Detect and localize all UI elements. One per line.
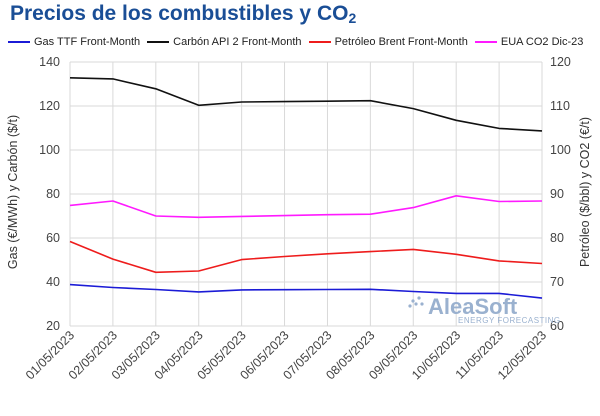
legend-item-coal[interactable]: Carbón API 2 Front-Month — [147, 36, 302, 48]
chart-title: Precios de los combustibles y CO2 — [10, 2, 356, 26]
watermark-dot-icon — [420, 302, 424, 306]
y-left-tick-label: 120 — [39, 99, 60, 113]
series-line-0 — [69, 283, 543, 299]
legend-label-co2: EUA CO2 Dic-23 — [500, 36, 584, 48]
series-line-2 — [69, 240, 543, 274]
y-left-tick-label: 140 — [39, 55, 60, 69]
y-right-tick-label: 80 — [550, 231, 564, 245]
legend-label-gas: Gas TTF Front-Month — [34, 36, 141, 48]
y-left-tick-label: 60 — [46, 231, 60, 245]
y-right-tick-label: 110 — [550, 99, 570, 113]
grid-lines — [69, 61, 543, 327]
legend-item-gas[interactable]: Gas TTF Front-Month — [8, 36, 140, 48]
watermark-dot-icon — [414, 302, 418, 306]
legend-swatch-brent — [308, 41, 331, 43]
legend-swatch-coal — [147, 41, 170, 43]
chart-legend: Gas TTF Front-Month Carbón API 2 Front-M… — [8, 32, 600, 52]
y-right-tick-label: 100 — [550, 143, 571, 157]
legend-label-coal: Carbón API 2 Front-Month — [173, 36, 302, 48]
y-right-tick-label: 120 — [550, 55, 571, 69]
y-left-tick-label: 80 — [46, 187, 60, 201]
watermark-dot-icon — [411, 299, 415, 303]
chart-series — [69, 77, 543, 299]
series-line-3 — [69, 195, 543, 219]
watermark-dot-icon — [417, 296, 421, 300]
y-axis-right-ticks: 60 70 80 90 100 110 120 — [550, 55, 571, 333]
legend-swatch-co2 — [474, 41, 497, 43]
y-left-tick-label: 20 — [46, 319, 60, 333]
y-right-tick-label: 70 — [550, 275, 564, 289]
legend-item-brent[interactable]: Petróleo Brent Front-Month — [308, 36, 468, 48]
y-axis-left-title: Gas (€/MWh) y Carbón ($/t) — [6, 115, 20, 269]
y-axis-right-title: Petróleo ($/bbl) y CO2 (€/t) — [578, 117, 592, 267]
y-right-tick-label: 60 — [550, 319, 564, 333]
series-line-1 — [69, 77, 543, 132]
watermark-brand: AleaSoft — [428, 294, 518, 319]
legend-swatch-gas — [8, 41, 30, 43]
watermark-tagline: ENERGY FORECASTING — [458, 316, 561, 325]
y-axis-left-ticks: 20 40 60 80 100 120 140 — [39, 55, 60, 333]
chart-title-subscript: 2 — [348, 10, 357, 26]
y-right-tick-label: 90 — [550, 187, 564, 201]
chart-title-text: Precios de los combustibles y CO — [10, 2, 349, 25]
watermark-dot-icon — [408, 304, 412, 308]
legend-label-brent: Petróleo Brent Front-Month — [334, 36, 468, 48]
legend-item-co2[interactable]: EUA CO2 Dic-23 — [474, 36, 584, 48]
aleasoft-watermark: AleaSoft ENERGY FORECASTING — [408, 294, 560, 325]
y-left-tick-label: 100 — [39, 143, 60, 157]
x-axis-ticks: 01/05/202302/05/202303/05/202304/05/2023… — [23, 328, 549, 382]
y-left-tick-label: 40 — [46, 275, 60, 289]
